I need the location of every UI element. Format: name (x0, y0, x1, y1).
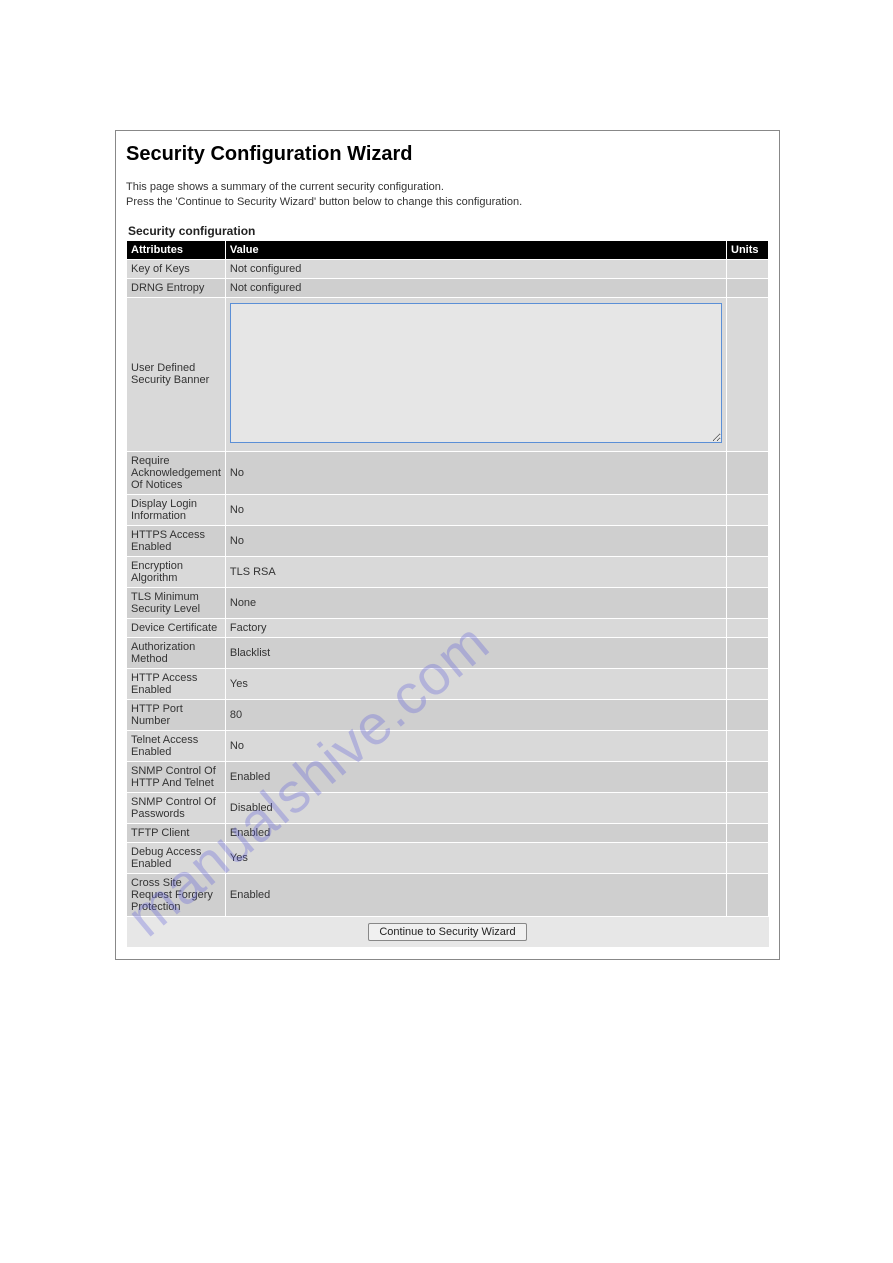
cell-units (727, 525, 769, 556)
table-row: Authorization MethodBlacklist (127, 637, 769, 668)
table-row: HTTPS Access EnabledNo (127, 525, 769, 556)
table-row: User Defined Security Banner (127, 297, 769, 451)
cell-units (727, 668, 769, 699)
table-row: Display Login InformationNo (127, 494, 769, 525)
cell-value: Not configured (225, 278, 726, 297)
cell-value: No (225, 525, 726, 556)
cell-attribute: Debug Access Enabled (127, 842, 226, 873)
cell-attribute: Encryption Algorithm (127, 556, 226, 587)
cell-units (727, 792, 769, 823)
cell-units (727, 494, 769, 525)
cell-attribute: Device Certificate (127, 618, 226, 637)
cell-value: Enabled (225, 873, 726, 916)
table-row: SNMP Control Of PasswordsDisabled (127, 792, 769, 823)
table-header-row: Attributes Value Units (127, 240, 769, 259)
cell-units (727, 451, 769, 494)
cell-value: Disabled (225, 792, 726, 823)
cell-units (727, 618, 769, 637)
cell-attribute: SNMP Control Of HTTP And Telnet (127, 761, 226, 792)
security-config-table: Attributes Value Units Key of KeysNot co… (126, 240, 769, 947)
cell-attribute: User Defined Security Banner (127, 297, 226, 451)
table-row: Device CertificateFactory (127, 618, 769, 637)
cell-attribute: Telnet Access Enabled (127, 730, 226, 761)
cell-attribute: Display Login Information (127, 494, 226, 525)
table-row: Cross Site Request Forgery ProtectionEna… (127, 873, 769, 916)
table-row: HTTP Access EnabledYes (127, 668, 769, 699)
cell-value: Yes (225, 668, 726, 699)
intro-line-2: Press the 'Continue to Security Wizard' … (126, 196, 522, 208)
cell-attribute: DRNG Entropy (127, 278, 226, 297)
cell-value: Factory (225, 618, 726, 637)
cell-attribute: SNMP Control Of Passwords (127, 792, 226, 823)
table-row: DRNG EntropyNot configured (127, 278, 769, 297)
cell-value: Blacklist (225, 637, 726, 668)
cell-value: 80 (225, 699, 726, 730)
cell-attribute: HTTP Port Number (127, 699, 226, 730)
intro-text: This page shows a summary of the current… (126, 180, 769, 210)
cell-units (727, 823, 769, 842)
page-title: Security Configuration Wizard (126, 143, 769, 166)
cell-units (727, 699, 769, 730)
button-row: Continue to Security Wizard (127, 916, 769, 947)
cell-attribute: Require Acknowledgement Of Notices (127, 451, 226, 494)
cell-units (727, 587, 769, 618)
cell-units (727, 278, 769, 297)
cell-attribute: Cross Site Request Forgery Protection (127, 873, 226, 916)
table-row: Telnet Access EnabledNo (127, 730, 769, 761)
cell-units (727, 873, 769, 916)
cell-attribute: TLS Minimum Security Level (127, 587, 226, 618)
col-header-units: Units (727, 240, 769, 259)
cell-attribute: HTTPS Access Enabled (127, 525, 226, 556)
cell-value: No (225, 730, 726, 761)
continue-button[interactable]: Continue to Security Wizard (368, 923, 526, 941)
table-row: HTTP Port Number80 (127, 699, 769, 730)
cell-value: TLS RSA (225, 556, 726, 587)
table-caption: Security configuration (126, 224, 769, 238)
cell-attribute: TFTP Client (127, 823, 226, 842)
cell-value (225, 297, 726, 451)
table-row: Key of KeysNot configured (127, 259, 769, 278)
cell-value: Enabled (225, 761, 726, 792)
cell-value: No (225, 494, 726, 525)
cell-attribute: HTTP Access Enabled (127, 668, 226, 699)
cell-units (727, 297, 769, 451)
cell-value: Yes (225, 842, 726, 873)
table-row: TFTP ClientEnabled (127, 823, 769, 842)
cell-attribute: Authorization Method (127, 637, 226, 668)
cell-value: None (225, 587, 726, 618)
cell-units (727, 637, 769, 668)
table-row: Debug Access EnabledYes (127, 842, 769, 873)
cell-attribute: Key of Keys (127, 259, 226, 278)
intro-line-1: This page shows a summary of the current… (126, 181, 444, 193)
security-banner-textarea[interactable] (230, 303, 722, 443)
cell-units (727, 556, 769, 587)
col-header-attributes: Attributes (127, 240, 226, 259)
col-header-value: Value (225, 240, 726, 259)
cell-value: No (225, 451, 726, 494)
table-row: TLS Minimum Security LevelNone (127, 587, 769, 618)
cell-value: Not configured (225, 259, 726, 278)
cell-units (727, 730, 769, 761)
cell-units (727, 842, 769, 873)
table-row: Require Acknowledgement Of NoticesNo (127, 451, 769, 494)
table-row: SNMP Control Of HTTP And TelnetEnabled (127, 761, 769, 792)
cell-value: Enabled (225, 823, 726, 842)
page-container: manualshive.com Security Configuration W… (115, 130, 780, 960)
table-row: Encryption AlgorithmTLS RSA (127, 556, 769, 587)
cell-units (727, 761, 769, 792)
cell-units (727, 259, 769, 278)
